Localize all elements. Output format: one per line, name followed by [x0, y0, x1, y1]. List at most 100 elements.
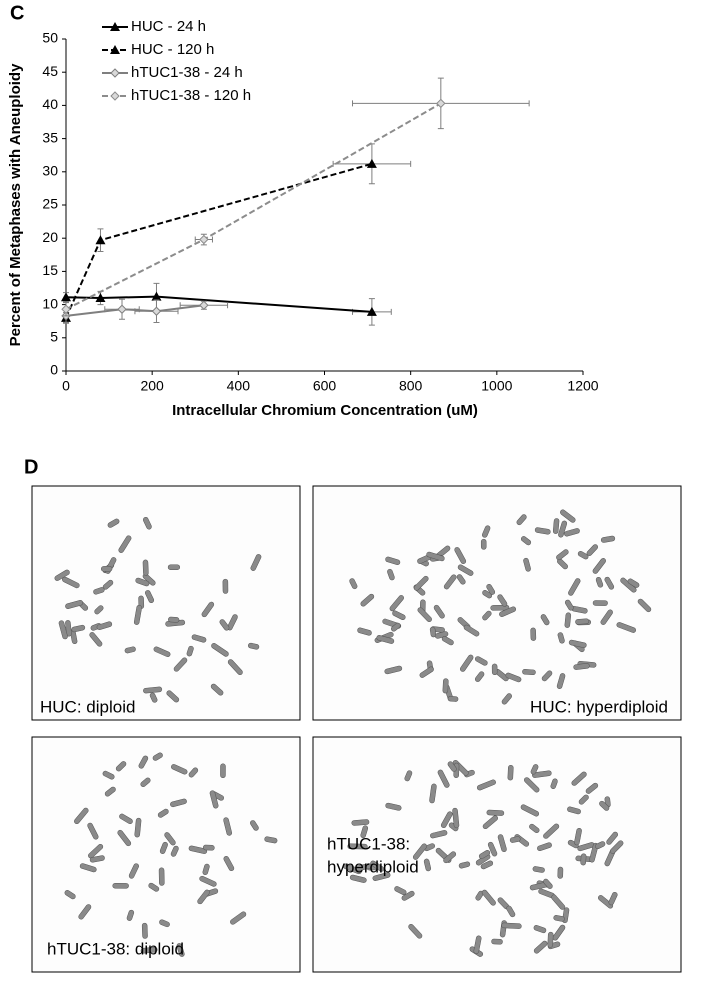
marker: [199, 234, 209, 245]
chromosome: [166, 690, 180, 703]
legend-label: HUC - 120 h: [131, 41, 214, 58]
chromosome: [211, 643, 229, 657]
chromosome: [115, 761, 127, 772]
chromosome: [426, 551, 445, 562]
chromosome: [167, 564, 181, 570]
chromosome: [616, 622, 636, 633]
y-tick-label: 50: [42, 30, 58, 46]
chromosome: [595, 841, 606, 850]
chromosome: [387, 568, 395, 581]
chromosome: [456, 574, 466, 585]
chromosome: [134, 817, 142, 838]
chromosome: [452, 807, 460, 829]
chromosome: [79, 863, 97, 873]
chromosome: [135, 577, 150, 587]
chromosome: [199, 875, 217, 887]
chromosome: [118, 535, 132, 553]
chromosome: [96, 621, 113, 630]
chromosome: [564, 528, 580, 537]
x-tick-label: 200: [140, 378, 164, 394]
series-line: [65, 102, 442, 311]
chromosome: [480, 538, 487, 550]
chromosome: [487, 841, 498, 857]
chromosome: [551, 894, 566, 910]
chromosome: [523, 557, 531, 572]
chromosome: [74, 807, 89, 825]
chromosome: [153, 646, 171, 658]
chromosome: [577, 550, 589, 560]
chromosome: [412, 843, 428, 860]
chromosome: [152, 752, 163, 761]
chromosome: [191, 634, 207, 643]
chromosome: [557, 632, 565, 644]
chromosome: [133, 604, 142, 625]
chromosome: [491, 663, 498, 676]
chromosome: [505, 672, 522, 683]
chromosome: [557, 866, 564, 879]
marker: [366, 306, 377, 316]
chromosome: [248, 642, 260, 650]
chromosome: [534, 527, 551, 535]
chromosome: [482, 590, 493, 599]
chromosome: [443, 851, 457, 864]
chromosome: [389, 595, 404, 612]
chromosome: [429, 626, 437, 638]
chromosome: [250, 554, 262, 571]
chromosome: [140, 946, 158, 954]
chromosome: [230, 911, 247, 925]
series-line: [65, 295, 372, 313]
chromosome: [571, 771, 587, 786]
marker: [95, 292, 106, 302]
panel-label: C: [10, 2, 24, 24]
micrograph: [31, 736, 301, 973]
chromosome: [385, 802, 402, 811]
chromosome: [417, 607, 432, 622]
chromosome: [433, 604, 445, 619]
chromosome: [148, 882, 160, 892]
chromosome: [564, 599, 574, 611]
chromosome: [553, 915, 565, 922]
chromosome: [499, 606, 517, 617]
micrograph-caption: HUC: hyperdiploid: [530, 697, 668, 716]
marker: [199, 300, 209, 310]
marker: [436, 98, 446, 109]
y-tick-label: 20: [42, 229, 58, 245]
chromosome: [392, 610, 406, 620]
chromosome: [343, 863, 362, 875]
marker: [95, 235, 106, 245]
chromosome: [454, 547, 467, 564]
micrograph-caption: hTUC1-38: diploid: [47, 939, 184, 958]
chromosome: [54, 569, 70, 581]
chromosome: [188, 767, 199, 778]
chromosome: [140, 777, 151, 787]
chromosome: [143, 517, 152, 530]
chromosome: [543, 878, 553, 889]
micrograph-caption: hyperdiploid: [327, 857, 419, 876]
chromosome: [117, 829, 132, 847]
chromosome: [351, 819, 370, 826]
chromosome: [604, 576, 615, 590]
chromosome: [89, 632, 103, 647]
chromosome: [599, 800, 610, 811]
chromosome: [413, 575, 429, 591]
chromosome: [592, 558, 606, 574]
chromosome: [65, 600, 84, 609]
x-tick-label: 0: [62, 378, 70, 394]
chromosome: [158, 867, 165, 886]
chromosome: [168, 616, 180, 623]
chromosome: [501, 693, 512, 705]
chromosome: [159, 841, 168, 854]
series-line: [65, 162, 373, 319]
chromosome: [441, 636, 454, 646]
chromosome: [58, 620, 68, 640]
chromosome: [164, 832, 176, 846]
chromosome: [610, 840, 624, 854]
marker: [61, 304, 71, 314]
marker: [151, 306, 162, 316]
chromosome: [552, 924, 566, 941]
chromosome: [552, 518, 560, 534]
legend-marker: [110, 22, 120, 31]
y-tick-label: 25: [42, 196, 58, 212]
chromosome: [541, 670, 553, 682]
